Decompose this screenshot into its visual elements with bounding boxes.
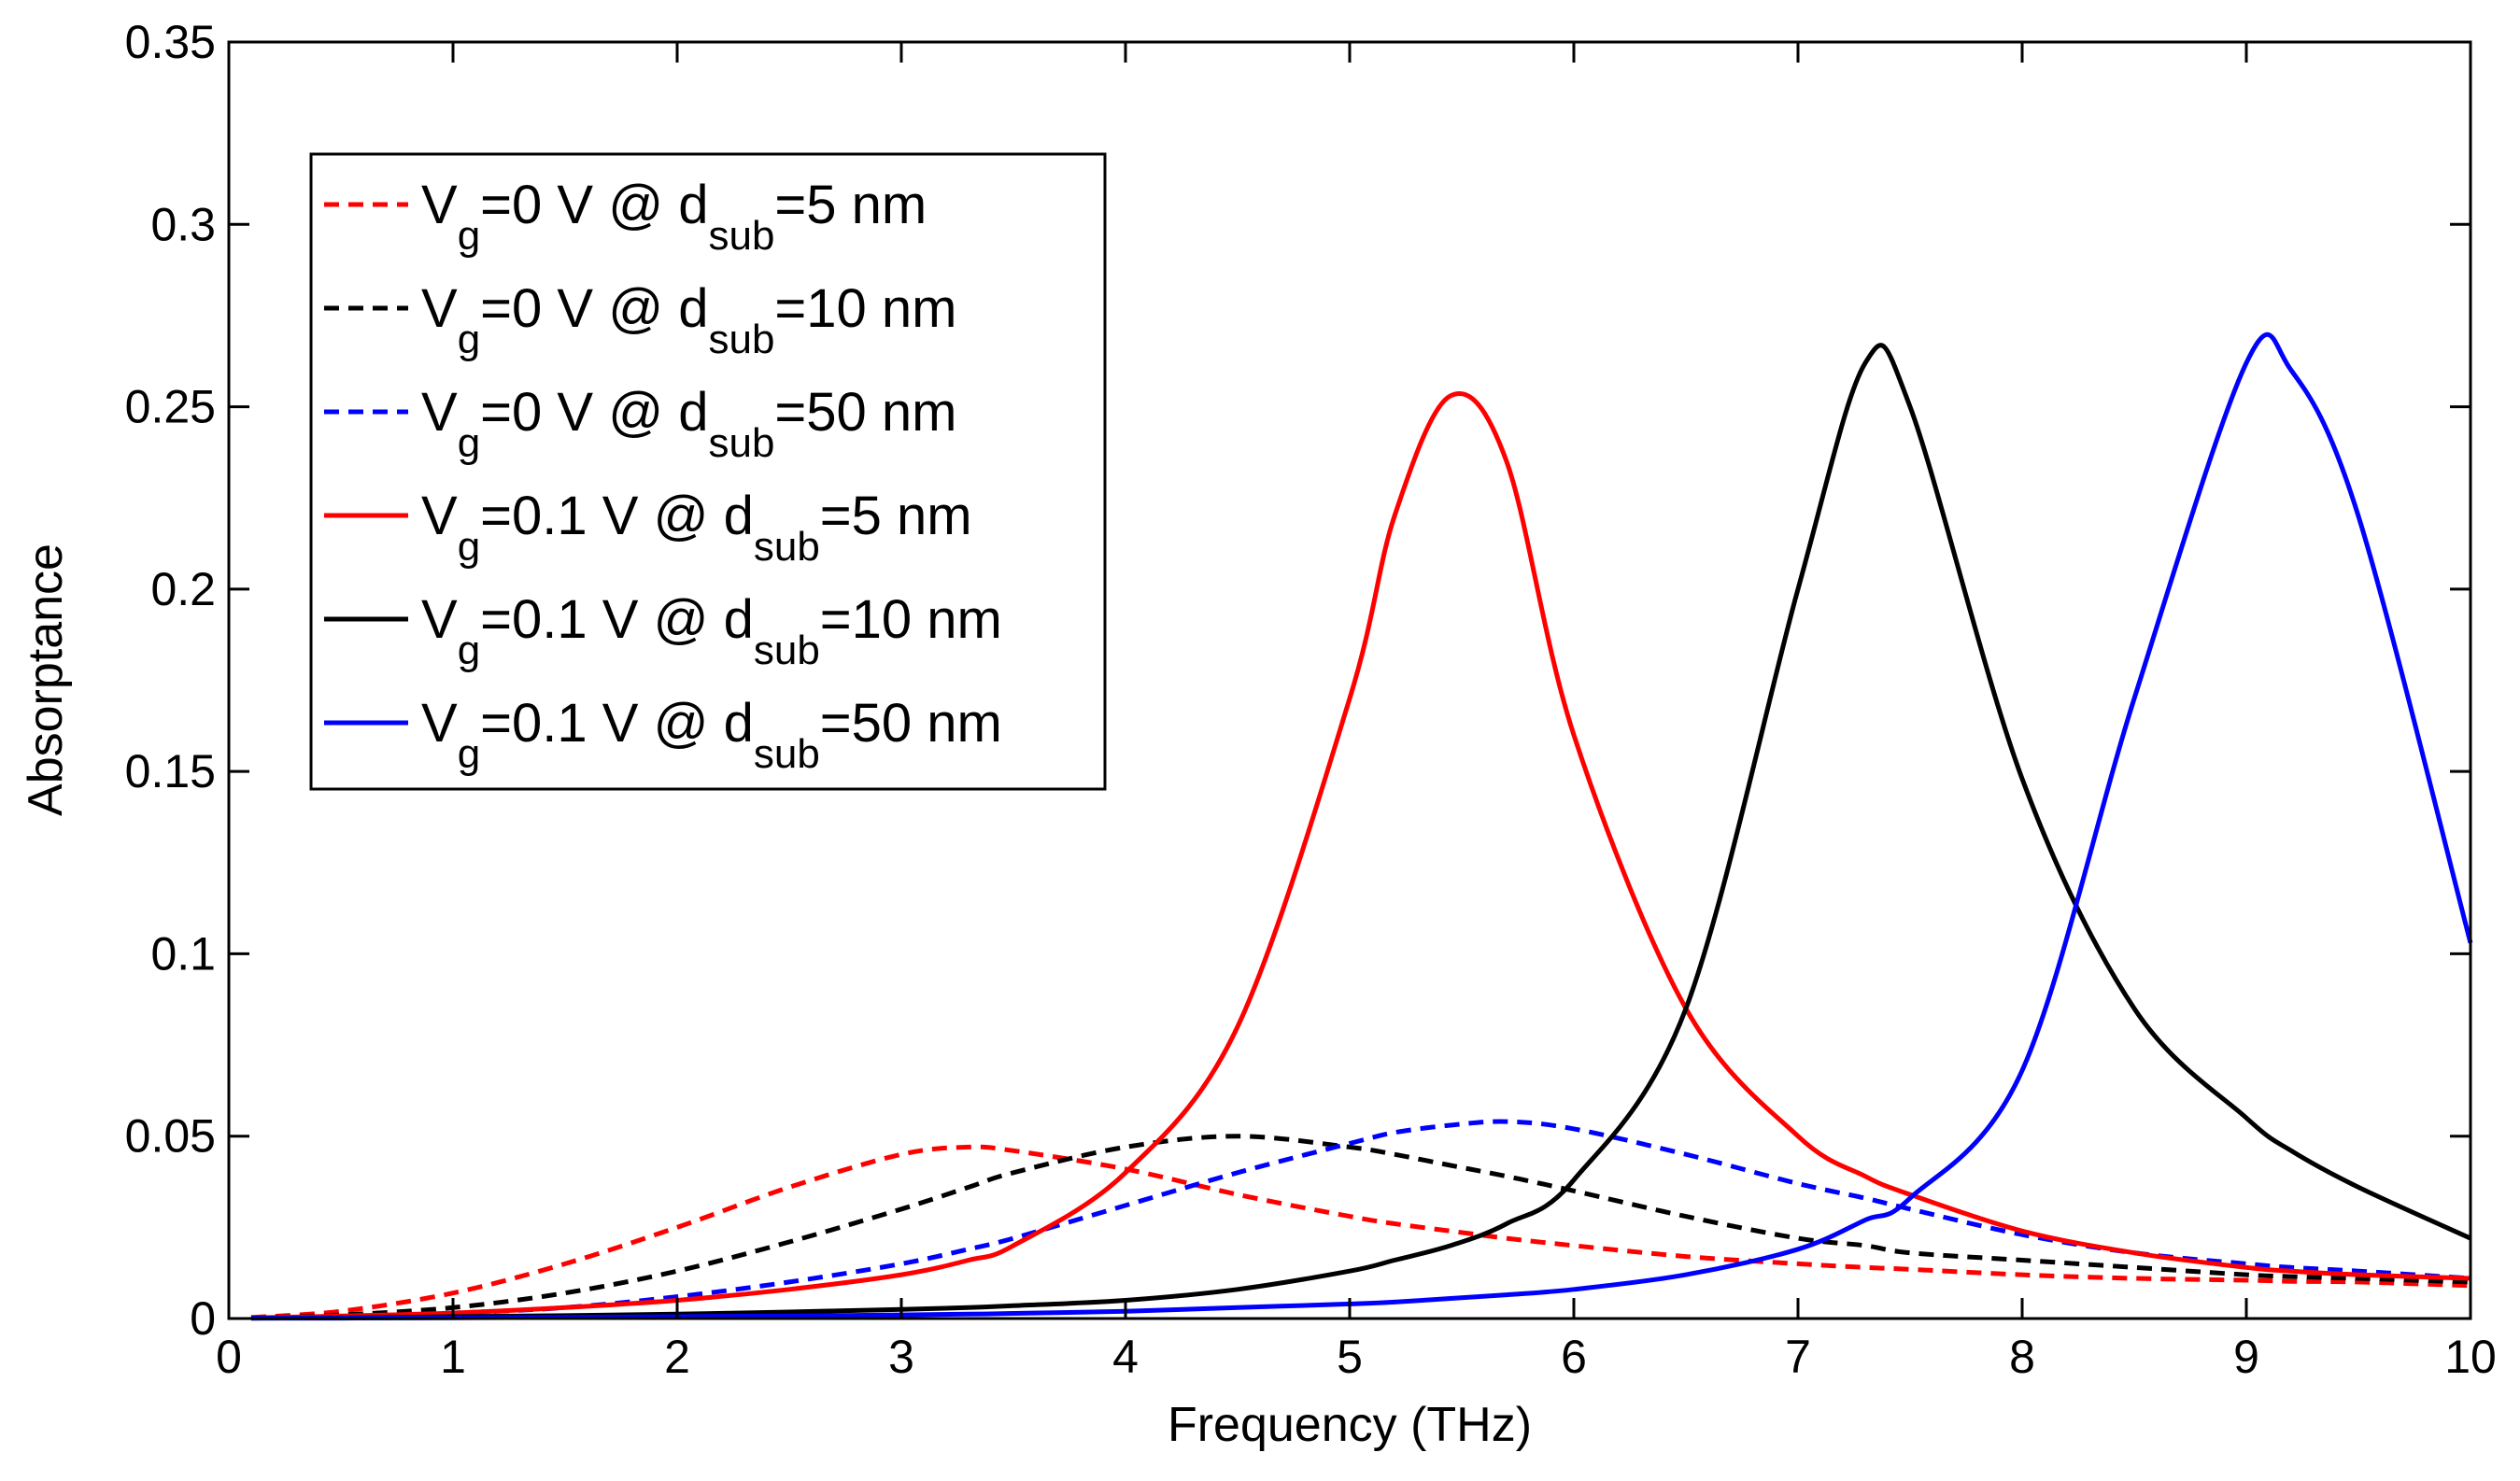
x-tick-label: 1: [440, 1331, 466, 1383]
x-tick-label: 0: [216, 1331, 242, 1383]
y-tick-label: 0.35: [125, 16, 216, 68]
series-line-5: [250, 343, 2472, 1321]
legend-box: [309, 152, 1107, 791]
legend-label: Vg=0 V @ dsub=50 nm: [421, 382, 957, 466]
y-tick-label: 0.05: [125, 1110, 216, 1163]
legend-label: Vg=0.1 V @ dsub=50 nm: [421, 693, 1002, 777]
x-ticks: 0 1 2 3 4 5 6 7 8 9 10: [216, 42, 2497, 1383]
series-line-2: [250, 1134, 2471, 1320]
y-tick-label: 0.3: [150, 198, 216, 250]
y-tick-label: 0: [190, 1292, 216, 1345]
x-tick-label: 8: [2009, 1331, 2035, 1383]
x-tick-label: 4: [1112, 1331, 1139, 1383]
series-line-3: [250, 1119, 2471, 1321]
series-line-4: [250, 391, 2471, 1320]
x-tick-label: 10: [2444, 1331, 2497, 1383]
y-tick-label: 0.25: [125, 381, 216, 433]
legend: Vg=0 V @ dsub=5 nm Vg=0 V @ dsub=10 nm Vg=…: [309, 152, 1107, 791]
x-axis-title: Frequency (THz): [1168, 1398, 1532, 1452]
x-tick-label: 7: [1785, 1331, 1811, 1383]
series-line-1: [250, 1144, 2471, 1320]
legend-label: Vg=0.1 V @ dsub=10 nm: [421, 589, 1002, 673]
x-tick-label: 3: [888, 1331, 914, 1383]
x-tick-label: 6: [1561, 1331, 1587, 1383]
series-line-6: [250, 331, 2473, 1321]
legend-label: Vg=0 V @ dsub=5 nm: [421, 175, 927, 259]
legend-label: Vg=0.1 V @ dsub=5 nm: [421, 486, 972, 570]
x-tick-label: 2: [664, 1331, 690, 1383]
y-tick-label: 0.2: [150, 563, 216, 615]
y-ticks: 0 0.05 0.1 0.15 0.2 0.25 0.3 0.35: [125, 16, 2470, 1345]
y-tick-label: 0.15: [125, 745, 216, 797]
y-tick-label: 0.1: [150, 927, 216, 980]
y-axis-title: Absorptance: [19, 543, 73, 816]
x-tick-label: 9: [2233, 1331, 2259, 1383]
x-tick-label: 5: [1337, 1331, 1363, 1383]
plot-lines: [250, 331, 2473, 1321]
legend-label: Vg=0 V @ dsub=10 nm: [421, 278, 957, 362]
